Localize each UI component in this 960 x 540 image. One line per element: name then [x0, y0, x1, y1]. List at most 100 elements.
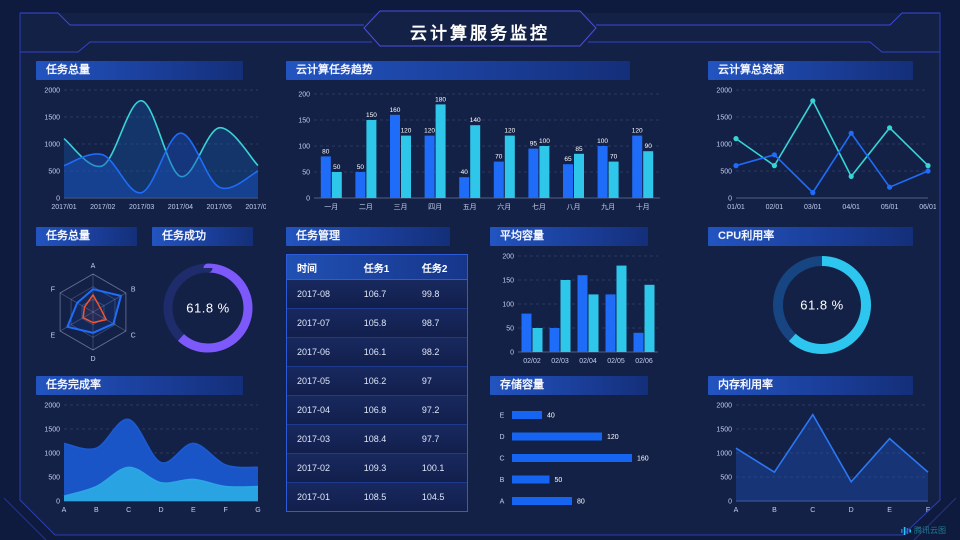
table-row: 2017-06 106.1 98.2 [287, 338, 467, 367]
svg-text:95: 95 [530, 141, 538, 148]
panel-title: 云计算任务趋势 [286, 61, 630, 80]
table-row: 2017-05 106.2 97 [287, 367, 467, 396]
svg-text:120: 120 [401, 128, 412, 135]
svg-text:500: 500 [720, 169, 732, 176]
cpu-usage-gauge: 61.8 % [708, 246, 936, 368]
svg-text:1000: 1000 [716, 451, 732, 458]
memory-chart: 0 500 1000 1500 2000 A B C D E F [708, 395, 936, 517]
panel-title: 任务总量 [36, 227, 137, 246]
svg-text:C: C [126, 507, 131, 514]
svg-text:65: 65 [564, 156, 572, 163]
task-total-chart: 0 500 1000 1500 2000 2017/01 2017/02 2017/03 201… [36, 80, 270, 214]
panel-storage: 存储容量 E 40 D 120 C 160 B 50 A 80 [490, 376, 666, 517]
avg-capacity-chart: 0 50 100 150 200 02/02 02/03 02/04 02/05 02/06 [490, 246, 666, 368]
panel-task-success: 任务成功 61.8 % [152, 227, 264, 374]
svg-text:五月: 五月 [463, 203, 477, 211]
task-table: 时间 任务1 任务2 2017-08 106.7 99.8 2017-07 105.8 98.7… [286, 254, 468, 512]
svg-text:A: A [62, 507, 67, 514]
svg-text:D: D [158, 507, 163, 514]
svg-text:200: 200 [502, 254, 514, 261]
svg-text:0: 0 [510, 350, 514, 357]
table-row: 2017-08 106.7 99.8 [287, 280, 467, 309]
svg-text:七月: 七月 [532, 202, 546, 211]
svg-text:500: 500 [48, 475, 60, 482]
svg-text:140: 140 [470, 117, 481, 124]
svg-text:100: 100 [539, 138, 550, 145]
svg-text:2017/02: 2017/02 [90, 204, 115, 211]
panel-completion: 任务完成率 0 500 1000 1500 2000 A B C D E F G [36, 376, 266, 517]
svg-text:02/06: 02/06 [635, 358, 653, 365]
svg-text:2017/05: 2017/05 [207, 204, 232, 211]
svg-text:D: D [849, 507, 854, 514]
panel-title: 任务完成率 [36, 376, 243, 395]
svg-text:90: 90 [645, 143, 653, 150]
vendor-watermark: 腾讯云图 [901, 525, 946, 536]
svg-text:50: 50 [357, 164, 365, 171]
svg-text:40: 40 [461, 169, 469, 176]
panel-cpu-usage: CPU利用率 61.8 % [708, 227, 936, 368]
svg-text:三月: 三月 [394, 203, 408, 211]
panel-title: 内存利用率 [708, 376, 914, 395]
svg-text:50: 50 [506, 326, 514, 333]
svg-text:B: B [772, 507, 777, 514]
table-row: 2017-04 106.8 97.2 [287, 396, 467, 425]
svg-text:1000: 1000 [44, 451, 60, 458]
panel-cloud-resource: 云计算总资源 0 500 1000 1500 2000 01/01 02/01 03/01 04… [708, 61, 937, 214]
svg-text:B: B [94, 507, 99, 514]
svg-text:C: C [499, 456, 504, 463]
panel-title: 任务管理 [286, 227, 450, 246]
vendor-watermark-label: 腾讯云图 [914, 526, 946, 535]
svg-text:61.8 %: 61.8 % [800, 298, 843, 313]
panel-title: CPU利用率 [708, 227, 914, 246]
svg-text:B: B [131, 286, 136, 293]
page-title: 云计算服务监控 [410, 24, 550, 43]
svg-text:F: F [926, 507, 930, 514]
svg-text:200: 200 [298, 92, 310, 99]
svg-text:二月: 二月 [359, 203, 373, 211]
svg-text:E: E [887, 507, 892, 514]
panel-title: 任务总量 [36, 61, 243, 80]
svg-text:2000: 2000 [44, 88, 60, 95]
panel-title: 存储容量 [490, 376, 649, 395]
svg-text:D: D [90, 356, 95, 363]
svg-text:70: 70 [610, 154, 618, 161]
svg-text:120: 120 [504, 128, 515, 135]
table-row: 2017-07 105.8 98.7 [287, 309, 467, 338]
svg-text:0: 0 [306, 196, 310, 203]
svg-text:1500: 1500 [716, 427, 732, 434]
svg-text:61.8 %: 61.8 % [186, 301, 229, 316]
svg-text:A: A [91, 263, 96, 270]
svg-text:50: 50 [333, 164, 341, 171]
svg-text:0: 0 [56, 196, 60, 203]
svg-text:0: 0 [728, 196, 732, 203]
svg-text:120: 120 [607, 434, 619, 441]
svg-text:150: 150 [298, 118, 310, 125]
svg-text:85: 85 [575, 146, 583, 153]
svg-text:2017/01: 2017/01 [51, 204, 76, 211]
svg-text:80: 80 [322, 148, 330, 155]
svg-text:500: 500 [48, 169, 60, 176]
panel-memory: 内存利用率 0 500 1000 1500 2000 A B C D E F [708, 376, 936, 517]
svg-text:100: 100 [502, 302, 514, 309]
svg-text:50: 50 [302, 170, 310, 177]
svg-text:E: E [191, 507, 196, 514]
table-row: 2017-03 108.4 97.7 [287, 425, 467, 454]
svg-text:120: 120 [424, 128, 435, 135]
svg-text:100: 100 [597, 138, 608, 145]
svg-text:02/03: 02/03 [551, 358, 569, 365]
svg-text:1500: 1500 [44, 427, 60, 434]
svg-text:120: 120 [632, 128, 643, 135]
svg-text:D: D [499, 434, 504, 441]
svg-text:180: 180 [435, 96, 446, 103]
svg-text:2017/06: 2017/06 [245, 204, 266, 211]
svg-text:02/01: 02/01 [766, 204, 784, 211]
svg-text:A: A [734, 507, 739, 514]
svg-text:一月: 一月 [324, 203, 338, 211]
svg-text:0: 0 [728, 499, 732, 506]
svg-text:160: 160 [390, 107, 401, 114]
panel-task-trend: 云计算任务趋势 0 50 100 150 200 一月 二月 三月 四月 五月 六月 七月 八月 九月 十月… [286, 61, 668, 214]
svg-text:01/01: 01/01 [727, 204, 745, 211]
storage-chart: E 40 D 120 C 160 B 50 A 80 [490, 395, 666, 517]
svg-text:2000: 2000 [716, 403, 732, 410]
